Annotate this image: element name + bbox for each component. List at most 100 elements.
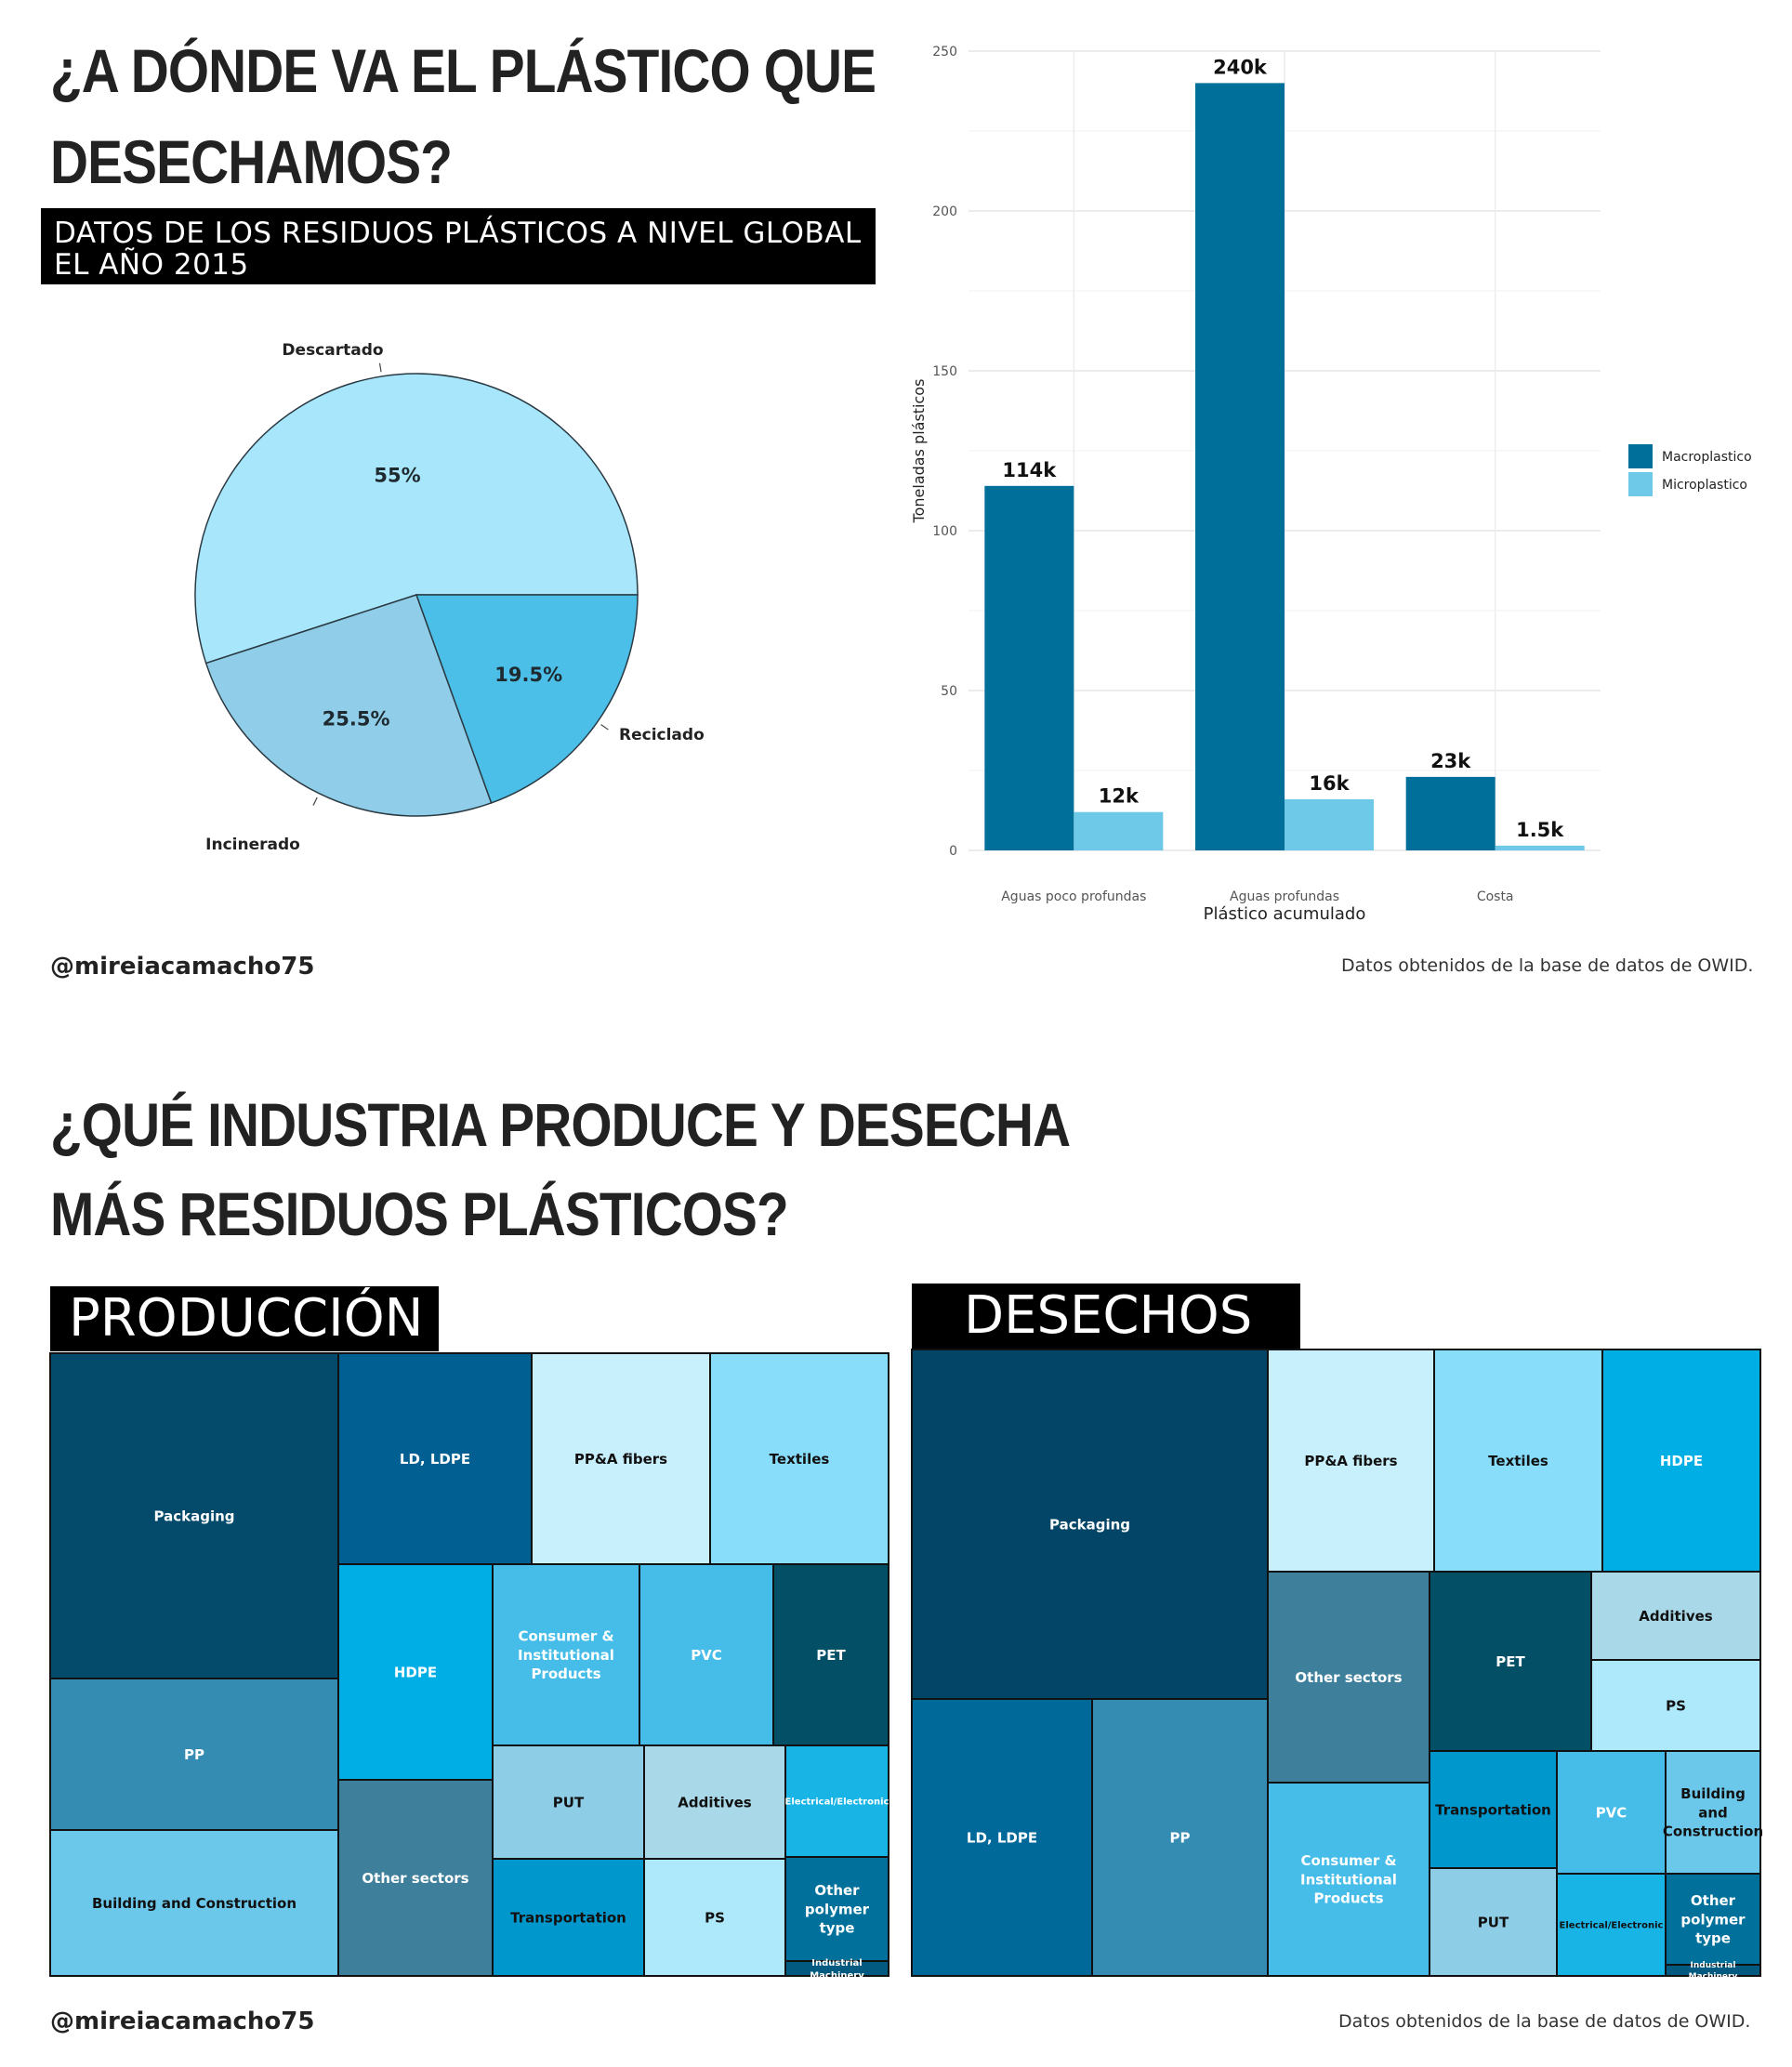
waste-label-bar: DESECHOS bbox=[912, 1284, 1300, 1349]
bar-x-tick-label: Costa bbox=[1477, 889, 1514, 904]
bottom-source: Datos obtenidos de la base de datos de O… bbox=[1338, 2011, 1751, 2032]
production-cell-industrial-machinery bbox=[784, 1960, 889, 1977]
top-subtitle-bar: DATOS DE LOS RESIDUOS PLÁSTICOS A NIVEL … bbox=[41, 208, 876, 284]
production-label: PRODUCCIÓN bbox=[69, 1288, 424, 1349]
production-cell-label: PVC bbox=[691, 1647, 722, 1664]
waste-cell-other-sectors bbox=[1267, 1571, 1430, 1784]
waste-cell-textiles bbox=[1433, 1349, 1603, 1573]
production-cell-pet bbox=[772, 1563, 889, 1746]
waste-cell-label: Electrical/Electronic bbox=[1560, 1921, 1664, 1931]
production-cell-label: Other polymer type bbox=[805, 1882, 870, 1937]
waste-cell-put bbox=[1429, 1867, 1558, 1977]
legend-label-macroplastico: Macroplastico bbox=[1662, 450, 1752, 465]
pie-label-tick bbox=[378, 362, 382, 373]
waste-cell-label: Transportation bbox=[1435, 1801, 1551, 1818]
top-subtitle-line2: EL AÑO 2015 bbox=[54, 248, 249, 282]
bottom-handle: @mireiacamacho75 bbox=[50, 2008, 315, 2035]
waste-cell-label: Other polymer type bbox=[1680, 1892, 1746, 1947]
bar-x-axis-title: Plástico acumulado bbox=[1204, 904, 1366, 924]
production-cell-label: PP&A fibers bbox=[574, 1451, 667, 1468]
production-cell-label: PP bbox=[184, 1746, 204, 1763]
production-cell-label: Textiles bbox=[770, 1451, 830, 1468]
waste-cell-pvc bbox=[1556, 1750, 1667, 1875]
waste-label: DESECHOS bbox=[964, 1285, 1253, 1346]
bar-microplastico-costa bbox=[1495, 845, 1585, 850]
pie-value-label: 19.5% bbox=[494, 664, 562, 686]
production-cell-additives bbox=[643, 1744, 786, 1860]
pie-value-label: 25.5% bbox=[323, 708, 390, 731]
bar-y-tick-label: 250 bbox=[932, 45, 957, 59]
legend-swatch-macroplastico bbox=[1628, 444, 1653, 468]
waste-cell-industrial-machinery bbox=[1665, 1964, 1761, 1977]
bar-microplastico-aguas-profundas bbox=[1285, 798, 1374, 850]
pie-slice-reciclado bbox=[415, 594, 639, 804]
production-cell-other-sectors bbox=[337, 1779, 494, 1977]
production-cell-label: Electrical/Electronic bbox=[785, 1797, 889, 1808]
pie-label-tick bbox=[312, 797, 318, 806]
waste-cell-label: Building and Construction bbox=[1663, 1785, 1763, 1840]
bar-y-tick-label: 0 bbox=[949, 844, 957, 859]
production-cell-transportation bbox=[492, 1858, 645, 1977]
waste-cell-packaging bbox=[911, 1349, 1269, 1700]
production-cell-label: Other sectors bbox=[362, 1870, 468, 1887]
bar-data-label: 12k bbox=[1099, 785, 1140, 808]
waste-cell-transportation bbox=[1429, 1750, 1558, 1869]
production-cell-label: Additives bbox=[678, 1794, 751, 1810]
bar-microplastico-aguas-poco-profundas bbox=[1074, 811, 1164, 850]
waste-cell-label: Packaging bbox=[1049, 1516, 1130, 1533]
pie-value-label: 55% bbox=[374, 465, 420, 487]
waste-cell-label: PVC bbox=[1596, 1804, 1627, 1821]
bar-y-tick-label: 200 bbox=[932, 204, 957, 219]
top-title-line1: ¿A DÓNDE VA EL PLÁSTICO QUE bbox=[50, 36, 876, 105]
legend-label-microplastico: Microplastico bbox=[1662, 478, 1747, 493]
production-cell-label: Transportation bbox=[510, 1909, 626, 1926]
waste-cell-consumer-institutional-products bbox=[1267, 1782, 1430, 1977]
production-cell-label: LD, LDPE bbox=[400, 1451, 470, 1468]
waste-cell-label: Consumer & Institutional Products bbox=[1300, 1852, 1397, 1907]
bottom-title-line2: MÁS RESIDUOS PLÁSTICOS? bbox=[50, 1179, 789, 1248]
waste-cell-label: PP bbox=[1170, 1829, 1191, 1846]
production-cell-textiles bbox=[709, 1352, 889, 1565]
waste-cell-pet bbox=[1429, 1571, 1592, 1752]
bar-data-label: 114k bbox=[1002, 459, 1057, 481]
production-cell-label: Industrial Machinery bbox=[810, 1958, 864, 1981]
production-cell-put bbox=[492, 1744, 645, 1860]
waste-cell-label: PET bbox=[1496, 1653, 1525, 1670]
pie-slice-descartado bbox=[194, 373, 639, 665]
bar-x-tick-label: Aguas poco profundas bbox=[1001, 889, 1146, 904]
waste-cell-additives bbox=[1590, 1571, 1761, 1661]
waste-cell-label: PUT bbox=[1478, 1914, 1509, 1930]
waste-cell-label: PS bbox=[1666, 1697, 1686, 1714]
bar-chart: 0 50 100 150 200 250 114k 12k Aguas poco profund… bbox=[910, 45, 1752, 924]
pie-label-tick bbox=[600, 724, 609, 731]
bar-data-label: 1.5k bbox=[1516, 819, 1564, 841]
waste-cell-hdpe bbox=[1601, 1349, 1761, 1573]
production-cell-label: HDPE bbox=[394, 1664, 437, 1680]
production-cell-label: Consumer & Institutional Products bbox=[518, 1628, 614, 1683]
waste-cell-label: Industrial Machinery bbox=[1689, 1961, 1738, 1981]
production-cell-label: Packaging bbox=[154, 1507, 235, 1524]
waste-cell-label: HDPE bbox=[1660, 1453, 1703, 1469]
waste-cell-label: Other sectors bbox=[1295, 1669, 1402, 1686]
production-cell-label: PS bbox=[705, 1909, 725, 1926]
production-label-bar: PRODUCCIÓN bbox=[50, 1286, 439, 1351]
production-cell-ps bbox=[643, 1858, 786, 1977]
production-cell-ld-ldpe bbox=[337, 1352, 533, 1565]
waste-cell-label: LD, LDPE bbox=[967, 1829, 1037, 1846]
bar-macroplastico-costa bbox=[1405, 776, 1496, 850]
waste-cell-building-and-construction bbox=[1665, 1750, 1761, 1875]
pie-slice-incinerado bbox=[204, 594, 493, 817]
top-source: Datos obtenidos de la base de datos de O… bbox=[1341, 955, 1754, 976]
production-cell-pp-a-fibers bbox=[531, 1352, 711, 1565]
waste-cell-pp bbox=[1091, 1698, 1269, 1977]
pie-category-label: Reciclado bbox=[619, 726, 705, 744]
bar-data-label: 16k bbox=[1309, 772, 1350, 795]
bar-y-tick-label: 50 bbox=[941, 684, 957, 699]
production-cell-label: Building and Construction bbox=[92, 1895, 296, 1912]
production-cell-electrical-electronic bbox=[784, 1744, 889, 1858]
pie-chart: 55% Descartado 25.5% Incinerado 19.5% Recicla… bbox=[194, 341, 705, 854]
top-title-line2: DESECHAMOS? bbox=[50, 127, 453, 196]
production-cell-label: PUT bbox=[553, 1794, 585, 1810]
